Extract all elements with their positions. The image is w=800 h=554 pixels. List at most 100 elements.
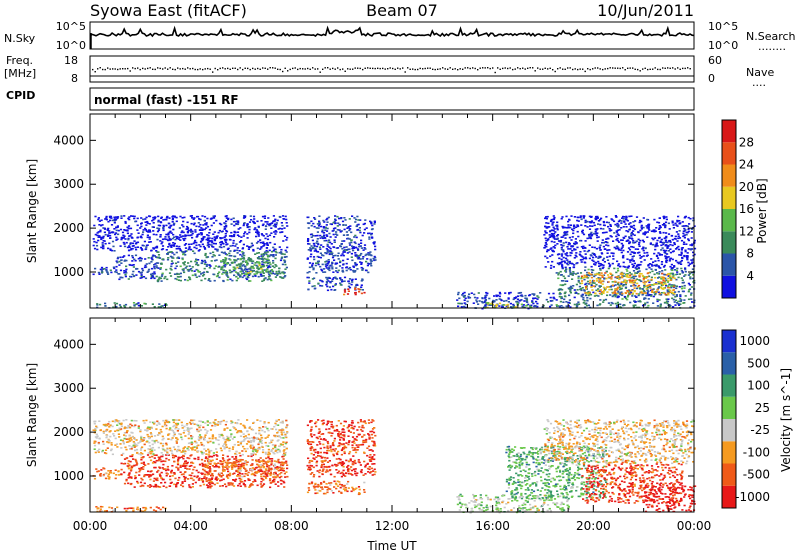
vel-data-cell [107,470,110,472]
power-data-cell [222,269,225,271]
power-data-cell [564,226,567,229]
power-data-cell [328,266,331,269]
freq-dot [684,67,686,70]
power-data-cell [561,225,564,228]
power-data-cell [285,222,288,224]
power-data-cell [256,270,259,273]
freq-dot [609,67,611,69]
power-data-cell [608,228,611,230]
power-data-cell [214,237,217,240]
power-data-cell [568,236,571,239]
vel-data-cell [196,475,199,477]
power-data-cell [321,280,324,283]
power-data-cell [326,264,329,267]
power-data-cell [669,248,672,250]
power-data-cell [207,246,210,248]
beam-title: Beam 07 [366,1,438,20]
power-data-cell [243,254,246,257]
power-data-cell [590,273,593,276]
power-data-cell [622,249,625,252]
power-data-cell [241,260,245,263]
power-data-cell [572,271,575,273]
power-data-cell [620,242,623,245]
vel-data-cell [262,459,265,461]
power-data-cell [611,219,614,221]
power-data-cell [224,232,227,235]
power-data-cell [354,246,357,249]
power-data-cell [141,249,144,251]
power-data-cell [326,243,329,246]
power-data-cell [582,215,585,217]
power-data-cell [545,298,548,301]
power-data-cell [587,277,590,279]
power-data-cell [130,247,133,250]
vel-data-cell [156,477,159,480]
power-data-cell [584,266,587,268]
vel-data-cell [233,465,237,468]
power-data-cell [263,244,266,246]
power-data-cell [641,288,644,290]
power-data-cell [183,261,186,263]
power-data-cell [337,222,340,224]
power-data-cell [364,248,367,250]
power-data-cell [664,221,668,224]
power-data-cell [672,284,675,286]
power-data-cell [267,271,270,274]
power-data-cell [256,265,259,268]
power-data-cell [271,250,274,253]
freq-dot [359,67,361,70]
power-data-cell [515,300,518,303]
power-data-cell [684,270,687,273]
vel-data-cell [222,478,225,481]
power-data-cell [283,259,286,262]
power-data-cell [354,270,357,272]
power-data-cell [501,304,504,307]
power-data-cell [264,228,267,230]
vel-data-cell [195,469,198,472]
power-data-cell [218,246,221,248]
power-data-cell [316,242,320,245]
power-data-cell [615,304,619,307]
power-data-cell [317,225,321,227]
power-data-cell [668,286,671,289]
power-data-cell [621,275,624,277]
power-data-cell [462,292,465,295]
power-data-cell [616,286,619,289]
power-data-cell [315,245,319,248]
nsky-trace [89,25,695,38]
power-data-cell [242,235,245,237]
power-data-cell [576,246,579,249]
power-data-cell [211,241,214,244]
power-data-cell [374,245,377,248]
power-data-cell [240,240,243,242]
power-data-cell [644,292,647,294]
power-data-cell [628,236,631,238]
power-data-cell [275,272,278,275]
vel-data-cell [204,457,207,460]
power-data-cell [313,287,316,290]
power-data-cell [682,281,685,284]
power-data-cell [562,250,565,253]
vel-data-cell [160,455,163,458]
power-data-cell [124,238,127,240]
power-data-cell [561,253,564,255]
power-data-cell [178,248,181,250]
power-data-cell [562,306,565,309]
power-data-cell [588,228,592,230]
power-data-cell [633,274,636,276]
freq-dot [532,67,534,69]
power-data-cell [131,247,134,250]
power-data-cell [652,302,655,304]
vel-data-cell [247,478,250,480]
power-data-cell [565,232,568,234]
power-data-cell [325,260,328,262]
power-data-cell [545,243,548,246]
power-data-cell [144,303,147,305]
freq-dot [207,67,209,70]
power-data-cell [311,239,314,242]
power-data-cell [608,265,611,268]
power-data-cell [265,271,268,273]
power-data-cell [158,303,161,305]
power-data-cell [306,271,309,274]
power-data-cell [665,249,668,252]
